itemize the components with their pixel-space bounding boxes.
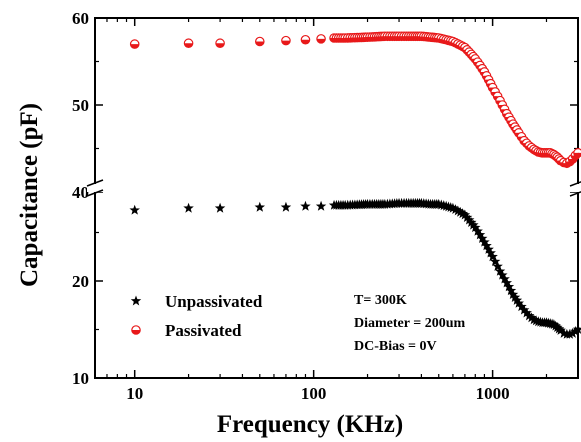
axis-break-slash <box>569 181 581 187</box>
passivated-point <box>254 36 265 47</box>
passivated-point <box>183 38 194 49</box>
unpassivated-point <box>280 201 292 212</box>
unpassivated-point <box>555 324 566 335</box>
unpassivated-point <box>485 247 496 258</box>
unpassivated-point <box>521 307 532 318</box>
unpassivated-point <box>552 322 563 333</box>
annotation-temperature: T= 300K <box>354 293 407 308</box>
unpassivated-point <box>516 301 527 312</box>
unpassivated-point <box>452 205 464 216</box>
annotation-block: T= 300K Diameter = 200um DC-Bias = 0V <box>354 293 465 354</box>
unpassivated-point <box>553 323 565 334</box>
unpassivated-point <box>129 204 140 215</box>
plot-frame <box>94 17 579 379</box>
legend-marker-passivated <box>131 325 141 335</box>
axis-break-gap <box>570 184 581 192</box>
unpassivated-point <box>183 202 194 213</box>
passivated-point <box>215 38 225 49</box>
unpassivated-point <box>130 295 142 306</box>
x-axis-label: Frequency (KHz) <box>217 411 403 438</box>
y-tick-label: 40 <box>72 183 89 202</box>
y-tick-label: 60 <box>72 9 89 28</box>
unpassivated-point <box>315 200 327 211</box>
unpassivated-point <box>466 217 477 228</box>
unpassivated-point <box>526 312 537 323</box>
unpassivated-point <box>492 260 503 271</box>
unpassivated-point <box>550 320 561 331</box>
unpassivated-point <box>497 269 508 280</box>
unpassivated-point <box>501 277 513 288</box>
legend-label-unpassivated: Unpassivated <box>165 292 263 311</box>
unpassivated-point <box>489 256 501 267</box>
unpassivated-point <box>450 204 461 215</box>
tick-labels: 10 100 1000 10 20 40 50 60 <box>72 9 510 403</box>
annotation-dc-bias: DC-Bias = 0V <box>354 339 437 354</box>
annotation-diameter: Diameter = 200um <box>354 316 465 331</box>
axis-break-slash <box>569 191 581 197</box>
unpassivated-point <box>513 297 524 308</box>
unpassivated-point <box>564 328 576 339</box>
passivated-point <box>573 148 581 158</box>
unpassivated-point <box>463 214 475 225</box>
unpassivated-point <box>214 202 226 213</box>
unpassivated-point <box>505 285 517 296</box>
unpassivated-point <box>459 209 471 220</box>
unpassivated-point <box>507 289 519 300</box>
unpassivated-point <box>503 281 515 292</box>
unpassivated-point <box>487 251 498 262</box>
unpassivated-point <box>567 327 578 338</box>
unpassivated-point <box>300 200 311 211</box>
unpassivated-point <box>481 240 492 251</box>
passivated-point <box>316 34 326 44</box>
y-axis-break <box>86 179 581 197</box>
axis-break-slash <box>86 179 104 187</box>
x-tick-label: 10 <box>126 384 143 403</box>
unpassivated-point <box>470 222 481 233</box>
y-tick-label: 50 <box>72 96 89 115</box>
unpassivated-point <box>572 324 581 334</box>
unpassivated-point <box>570 325 581 336</box>
unpassivated-point <box>548 319 560 330</box>
unpassivated-point <box>523 310 535 321</box>
y-axis-label: Capacitance (pF) <box>16 103 43 287</box>
unpassivated-point <box>499 273 510 284</box>
x-tick-label: 100 <box>301 384 327 403</box>
unpassivated-point <box>461 212 473 223</box>
unpassivated-point <box>511 294 523 305</box>
unpassivated-point <box>468 219 479 230</box>
unpassivated-point <box>472 225 483 236</box>
passivated-point <box>131 325 141 335</box>
unpassivated-point <box>518 304 530 315</box>
unpassivated-point <box>483 243 494 254</box>
legend-marker-unpassivated <box>130 295 142 306</box>
passivated-point <box>281 35 291 46</box>
unpassivated-point <box>477 233 488 244</box>
unpassivated-point <box>457 208 468 219</box>
unpassivated-point <box>494 265 506 276</box>
x-tick-label: 1000 <box>476 384 510 403</box>
unpassivated-point <box>455 206 466 217</box>
passivated-point <box>129 39 140 49</box>
unpassivated-point <box>254 201 266 212</box>
passivated-point <box>300 34 311 45</box>
axis-break-slash <box>86 189 104 197</box>
unpassivated-point <box>474 229 486 240</box>
legend-label-passivated: Passivated <box>165 321 242 340</box>
plot-border <box>94 17 579 379</box>
legend: Unpassivated Passivated <box>130 292 263 340</box>
axis-break-gap <box>87 184 103 192</box>
unpassivated-point <box>509 291 521 302</box>
y-tick-label: 20 <box>72 272 89 291</box>
unpassivated-point <box>479 236 490 247</box>
axis-ticks <box>94 17 579 379</box>
series-passivated <box>129 31 581 169</box>
series-unpassivated <box>129 197 581 339</box>
y-tick-label: 10 <box>72 369 89 388</box>
unpassivated-point <box>447 202 459 213</box>
